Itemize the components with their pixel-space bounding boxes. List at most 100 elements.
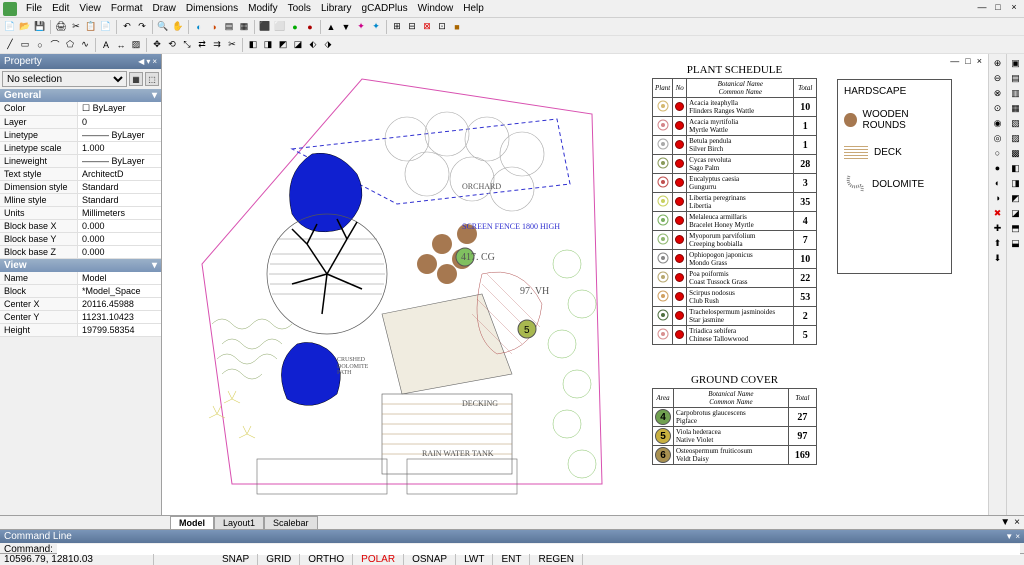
prop-row[interactable]: Dimension styleStandard <box>0 181 161 194</box>
dim-icon[interactable]: ↔ <box>114 38 128 52</box>
circle-icon[interactable]: ○ <box>33 38 47 52</box>
drawing-canvas[interactable]: — □ × <box>162 54 988 515</box>
pan-icon[interactable]: ✋ <box>171 20 185 34</box>
rt-d-icon[interactable]: ⊙ <box>991 101 1005 115</box>
prop-row[interactable]: Mline styleStandard <box>0 194 161 207</box>
prop-row[interactable]: Lineweight——— ByLayer <box>0 155 161 168</box>
tool-n-icon[interactable]: ⊠ <box>420 20 434 34</box>
prop-row[interactable]: Center Y11231.10423 <box>0 311 161 324</box>
rt-j-icon[interactable]: ◑ <box>991 191 1005 205</box>
t2e-icon[interactable]: ⬖ <box>306 38 320 52</box>
rt2-m-icon[interactable]: ⬓ <box>1009 236 1023 250</box>
rect-icon[interactable]: ▭ <box>18 38 32 52</box>
tool-g-icon[interactable]: ● <box>303 20 317 34</box>
open-icon[interactable]: 📂 <box>18 20 32 34</box>
rt2-g-icon[interactable]: ▩ <box>1009 146 1023 160</box>
rt-h-icon[interactable]: ● <box>991 161 1005 175</box>
tool-f-icon[interactable]: ● <box>288 20 302 34</box>
tool-b-icon[interactable]: ◑ <box>207 20 221 34</box>
rt2-a-icon[interactable]: ▣ <box>1009 56 1023 70</box>
menu-edit[interactable]: Edit <box>47 1 74 16</box>
rt-m-icon[interactable]: ⬆ <box>991 236 1005 250</box>
prop-row[interactable]: Color☐ ByLayer <box>0 102 161 116</box>
tool-d-icon[interactable]: ⬛ <box>258 20 272 34</box>
doc-close-icon[interactable]: × <box>975 56 984 66</box>
mode-polar[interactable]: POLAR <box>353 554 404 565</box>
offset-icon[interactable]: ⇉ <box>210 38 224 52</box>
poly-icon[interactable]: ⬠ <box>63 38 77 52</box>
menu-tools[interactable]: Tools <box>283 1 316 16</box>
trim-icon[interactable]: ✂ <box>225 38 239 52</box>
rt2-b-icon[interactable]: ▤ <box>1009 71 1023 85</box>
t2d-icon[interactable]: ◪ <box>291 38 305 52</box>
cut-icon[interactable]: ✂ <box>69 20 83 34</box>
prop-row[interactable]: Block base Z0.000 <box>0 246 161 259</box>
rt-g-icon[interactable]: ○ <box>991 146 1005 160</box>
rt2-d-icon[interactable]: ▦ <box>1009 101 1023 115</box>
save-icon[interactable]: 💾 <box>33 20 47 34</box>
rt2-c-icon[interactable]: ▥ <box>1009 86 1023 100</box>
prop-row[interactable]: Center X20116.45988 <box>0 298 161 311</box>
paste-icon[interactable]: 📄 <box>99 20 113 34</box>
redo-icon[interactable]: ↷ <box>135 20 149 34</box>
menu-format[interactable]: Format <box>106 1 148 16</box>
prop-pin-icon[interactable]: ◀ <box>138 57 144 66</box>
line-icon[interactable]: ╱ <box>3 38 17 52</box>
menu-file[interactable]: File <box>21 1 47 16</box>
tab-scroll-down-icon[interactable]: ▼ <box>1000 517 1010 528</box>
selection-dropdown[interactable]: No selection <box>2 71 127 87</box>
mode-regen[interactable]: REGEN <box>530 554 583 565</box>
zoom-icon[interactable]: 🔍 <box>156 20 170 34</box>
prop-row[interactable]: Layer0 <box>0 116 161 129</box>
rotate-icon[interactable]: ⟲ <box>165 38 179 52</box>
t2c-icon[interactable]: ◩ <box>276 38 290 52</box>
tool-j-icon[interactable]: ✦ <box>354 20 368 34</box>
doc-max-icon[interactable]: □ <box>963 56 972 66</box>
rt2-j-icon[interactable]: ◩ <box>1009 191 1023 205</box>
close-icon[interactable]: × <box>1007 1 1021 13</box>
minimize-icon[interactable]: — <box>975 1 989 13</box>
rt2-l-icon[interactable]: ⬒ <box>1009 221 1023 235</box>
rt-c-icon[interactable]: ⊗ <box>991 86 1005 100</box>
sel-filter-icon[interactable]: ▦ <box>129 72 143 86</box>
tab-layout1[interactable]: Layout1 <box>214 516 264 529</box>
menu-view[interactable]: View <box>74 1 106 16</box>
mode-ent[interactable]: ENT <box>493 554 530 565</box>
rt-a-icon[interactable]: ⊕ <box>991 56 1005 70</box>
prop-close-icon[interactable]: × <box>152 57 157 66</box>
tab-scalebar[interactable]: Scalebar <box>264 516 318 529</box>
prop-row[interactable]: Block base X0.000 <box>0 220 161 233</box>
tool-l-icon[interactable]: ⊞ <box>390 20 404 34</box>
t2a-icon[interactable]: ◧ <box>246 38 260 52</box>
menu-help[interactable]: Help <box>458 1 489 16</box>
scale-icon[interactable]: ⤡ <box>180 38 194 52</box>
rt2-h-icon[interactable]: ◧ <box>1009 161 1023 175</box>
cmd-pin-icon[interactable]: ▼ × <box>1005 532 1020 541</box>
prop-row[interactable]: Height19799.58354 <box>0 324 161 337</box>
rt-k-icon[interactable]: ✖ <box>991 206 1005 220</box>
mode-grid[interactable]: GRID <box>258 554 300 565</box>
text-icon[interactable]: A <box>99 38 113 52</box>
hatch-icon[interactable]: ▨ <box>129 38 143 52</box>
rt-l-icon[interactable]: ✚ <box>991 221 1005 235</box>
sel-pick-icon[interactable]: ⬚ <box>145 72 159 86</box>
rt2-k-icon[interactable]: ◪ <box>1009 206 1023 220</box>
tool-m-icon[interactable]: ⊟ <box>405 20 419 34</box>
prop-row[interactable]: UnitsMillimeters <box>0 207 161 220</box>
section-general[interactable]: General▾ <box>0 89 161 102</box>
tool-i-icon[interactable]: ▼ <box>339 20 353 34</box>
undo-icon[interactable]: ↶ <box>120 20 134 34</box>
mode-lwt[interactable]: LWT <box>456 554 493 565</box>
menu-modify[interactable]: Modify <box>243 1 282 16</box>
mirror-icon[interactable]: ⇄ <box>195 38 209 52</box>
menu-window[interactable]: Window <box>413 1 459 16</box>
prop-row[interactable]: Block base Y0.000 <box>0 233 161 246</box>
tab-model[interactable]: Model <box>170 516 214 529</box>
maximize-icon[interactable]: □ <box>991 1 1005 13</box>
prop-row[interactable]: Linetype scale1.000 <box>0 142 161 155</box>
print-icon[interactable]: 🖨 <box>54 20 68 34</box>
menu-draw[interactable]: Draw <box>148 1 181 16</box>
spline-icon[interactable]: ∿ <box>78 38 92 52</box>
mode-snap[interactable]: SNAP <box>214 554 258 565</box>
prop-row[interactable]: Text styleArchitectD <box>0 168 161 181</box>
